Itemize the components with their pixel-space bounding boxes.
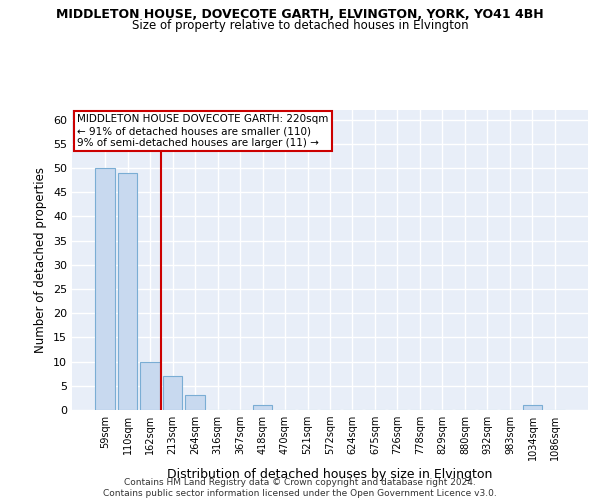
Text: Size of property relative to detached houses in Elvington: Size of property relative to detached ho…	[131, 19, 469, 32]
Text: MIDDLETON HOUSE, DOVECOTE GARTH, ELVINGTON, YORK, YO41 4BH: MIDDLETON HOUSE, DOVECOTE GARTH, ELVINGT…	[56, 8, 544, 20]
Bar	[140, 362, 160, 410]
Bar	[185, 396, 205, 410]
Bar	[523, 405, 542, 410]
Bar	[253, 405, 272, 410]
Text: MIDDLETON HOUSE DOVECOTE GARTH: 220sqm
← 91% of detached houses are smaller (110: MIDDLETON HOUSE DOVECOTE GARTH: 220sqm ←…	[77, 114, 329, 148]
Y-axis label: Number of detached properties: Number of detached properties	[34, 167, 47, 353]
Text: Contains HM Land Registry data © Crown copyright and database right 2024.
Contai: Contains HM Land Registry data © Crown c…	[103, 478, 497, 498]
Bar	[163, 376, 182, 410]
Bar	[118, 173, 137, 410]
X-axis label: Distribution of detached houses by size in Elvington: Distribution of detached houses by size …	[167, 468, 493, 481]
Bar	[95, 168, 115, 410]
